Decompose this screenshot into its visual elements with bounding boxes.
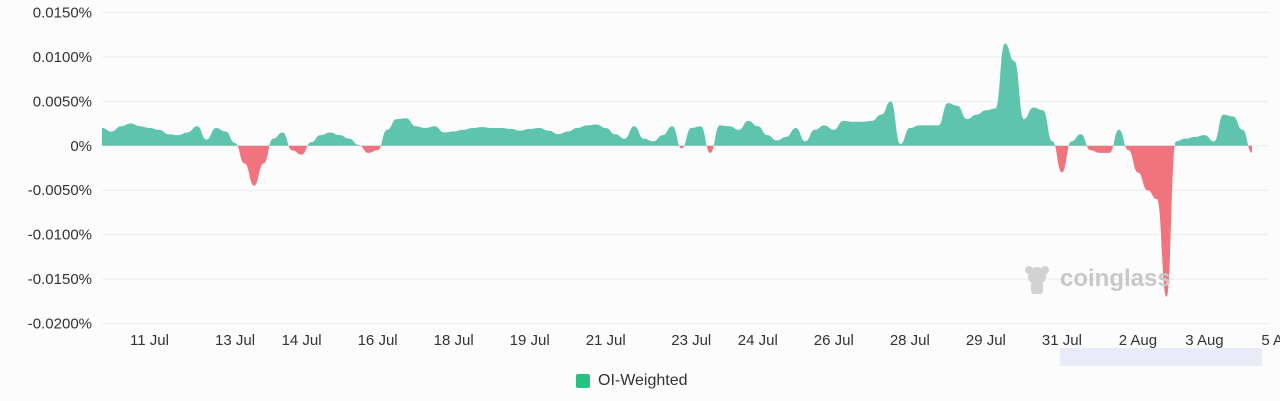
watermark-text: coinglass [1060, 265, 1171, 292]
x-tick-label: 26 Jul [814, 332, 854, 349]
y-tick-label: -0.0100% [28, 227, 92, 244]
x-tick-label: 5 Aug [1261, 332, 1280, 349]
x-tick-label: 21 Jul [586, 332, 626, 349]
chart-legend[interactable]: OI-Weighted [576, 372, 688, 390]
x-axis: 11 Jul 13 Jul 14 Jul 16 Jul 18 Jul 19 Jul 21 J… [130, 332, 1280, 349]
legend-label: OI-Weighted [598, 372, 688, 389]
range-scroll-handle[interactable] [1060, 348, 1262, 366]
x-tick-label: 19 Jul [510, 332, 550, 349]
y-tick-label: 0.0150% [33, 4, 92, 21]
y-axis: 0.0150% 0.0100% 0.0050% 0% -0.0050% -0.0100% -… [28, 4, 92, 332]
x-tick-label: 29 Jul [966, 332, 1006, 349]
x-tick-label: 3 Aug [1185, 332, 1223, 349]
x-tick-label: 24 Jul [738, 332, 778, 349]
x-tick-label: 14 Jul [282, 332, 322, 349]
x-tick-label: 23 Jul [671, 332, 711, 349]
x-tick-label: 18 Jul [434, 332, 474, 349]
y-tick-label: 0% [70, 138, 92, 155]
y-tick-label: 0.0100% [33, 49, 92, 66]
y-tick-label: 0.0050% [33, 93, 92, 110]
positive-area [102, 43, 1249, 146]
x-tick-label: 13 Jul [215, 332, 255, 349]
y-tick-label: -0.0200% [28, 316, 92, 333]
x-tick-label: 16 Jul [358, 332, 398, 349]
x-tick-label: 28 Jul [890, 332, 930, 349]
coinglass-logo-icon [1025, 266, 1049, 294]
x-tick-label: 11 Jul [130, 332, 169, 349]
x-tick-label: 31 Jul [1042, 332, 1082, 349]
y-tick-label: -0.0050% [28, 182, 92, 199]
negative-area [102, 145, 1252, 297]
legend-swatch-icon [576, 374, 590, 388]
coinglass-watermark: coinglass [1020, 262, 1171, 296]
y-tick-label: -0.0150% [28, 271, 92, 288]
area-series [102, 43, 1252, 297]
x-tick-label: 2 Aug [1119, 332, 1157, 349]
